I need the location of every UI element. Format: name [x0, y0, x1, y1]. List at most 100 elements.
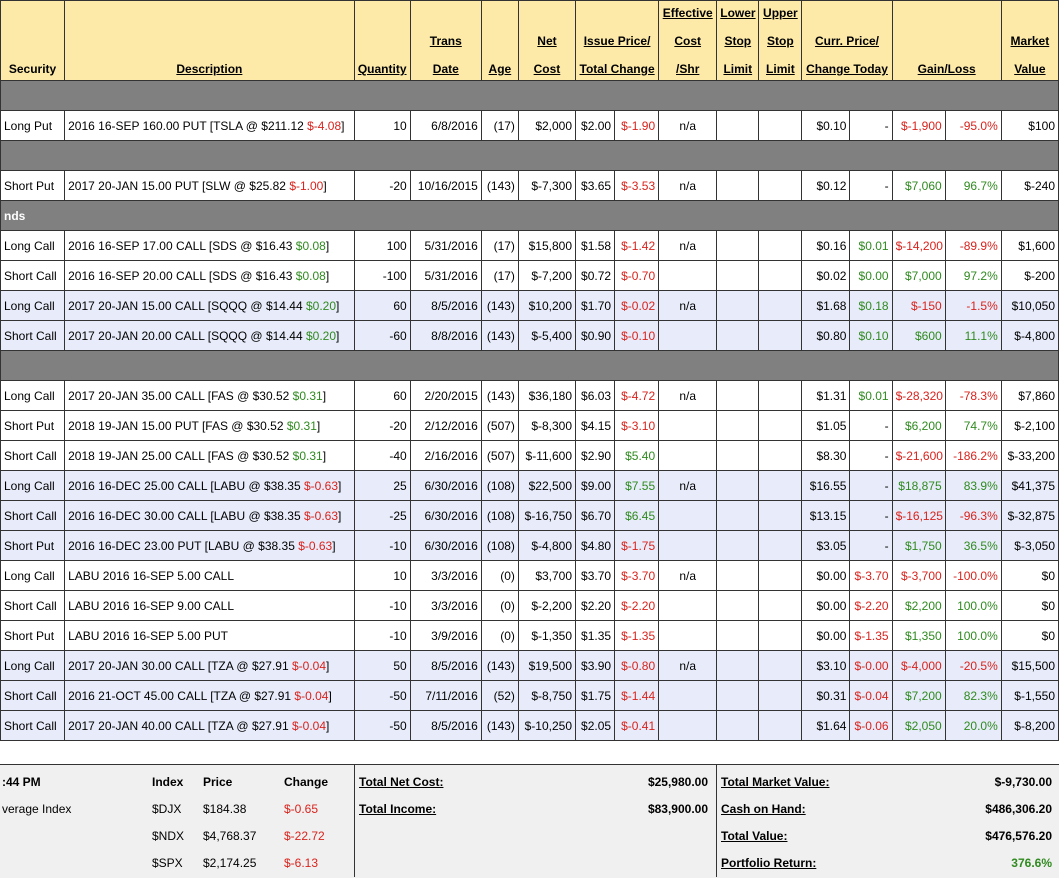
summary-divider	[716, 764, 717, 877]
gain-loss-pct-cell: 20.0%	[944, 710, 1002, 741]
header-curr-price[interactable]: Curr. Price/Change Today	[801, 0, 893, 81]
age-cell: (507)	[480, 410, 519, 441]
index-label: verage Index	[2, 802, 72, 816]
position-row[interactable]: Long Call 2016 16-SEP 17.00 CALL [SDS @ $…	[0, 230, 1060, 261]
total-change-cell: $-0.02	[614, 290, 660, 321]
security-cell: Short Call	[0, 440, 66, 471]
security-cell: Short Call	[0, 500, 66, 531]
lower-stop-cell	[716, 170, 760, 201]
security-cell: Short Put	[0, 620, 66, 651]
header-issue-price[interactable]: Issue Price/Total Change	[575, 0, 660, 81]
description-cell: 2017 20-JAN 35.00 CALL [FAS @ $30.52 $0.…	[64, 380, 355, 411]
quantity-cell: 10	[353, 110, 411, 141]
header-quantity[interactable]: Quantity	[353, 0, 411, 81]
curr-price-cell: $0.80	[801, 320, 851, 351]
net-cost-cell: $-1,350	[517, 620, 577, 651]
position-row[interactable]: Short Put 2016 16-DEC 23.00 PUT [LABU @ $…	[0, 530, 1060, 561]
quantity-cell: -40	[353, 440, 411, 471]
position-row[interactable]: Short Call 2016 21-OCT 45.00 CALL [TZA @ …	[0, 680, 1060, 711]
security-cell: Long Call	[0, 290, 66, 321]
curr-price-cell: $1.64	[801, 710, 851, 741]
index-price: $184.38	[203, 802, 247, 816]
description-close: ]	[322, 448, 327, 463]
net-cost-cell: $10,200	[517, 290, 577, 321]
position-row[interactable]: Short Call 2017 20-JAN 20.00 CALL [SQQQ @…	[0, 320, 1060, 351]
position-row[interactable]: Long Put 2016 16-SEP 160.00 PUT [TSLA @ $…	[0, 110, 1060, 141]
lower-stop-cell	[716, 380, 760, 411]
header-upper-stop[interactable]: Upper Stop Limit	[758, 0, 803, 81]
position-row[interactable]: Short Call 2018 19-JAN 25.00 CALL [FAS @ …	[0, 440, 1060, 471]
gain-loss-pct-cell: 83.9%	[944, 470, 1002, 501]
gain-loss-pct-cell: 97.2%	[944, 260, 1002, 291]
position-row[interactable]: Long Call LABU 2016 16-SEP 5.00 CALL 10 3/3…	[0, 560, 1060, 591]
issue-price-cell: $1.35	[575, 620, 616, 651]
position-row[interactable]: Short Call 2017 20-JAN 40.00 CALL [TZA @ …	[0, 710, 1060, 741]
position-row[interactable]: Short Put LABU 2016 16-SEP 5.00 PUT -10 3/9…	[0, 620, 1060, 651]
gain-loss-pct-cell: 100.0%	[944, 620, 1002, 651]
issue-price-cell: $6.70	[575, 500, 616, 531]
total-change-cell: $-2.20	[614, 590, 660, 621]
header-effective-cost[interactable]: Effective Cost/Shr	[658, 0, 718, 81]
issue-price-cell: $6.03	[575, 380, 616, 411]
description-text: LABU 2016 16-SEP 9.00 CALL	[68, 598, 234, 613]
effective-cost-cell: n/a	[658, 110, 718, 141]
net-cost-cell: $-8,750	[517, 680, 577, 711]
position-row[interactable]: Short Call LABU 2016 16-SEP 9.00 CALL -10 3…	[0, 590, 1060, 621]
age-cell: (143)	[480, 650, 519, 681]
effective-cost-cell	[658, 530, 718, 561]
net-cost-cell: $-11,600	[517, 440, 577, 471]
market-value-cell: $0	[1000, 560, 1060, 591]
summary-divider	[354, 764, 355, 877]
trans-date-cell: 6/30/2016	[409, 500, 482, 531]
total-change-cell: $-1.35	[614, 620, 660, 651]
header-net-cost[interactable]: Net Cost	[517, 0, 577, 81]
curr-price-cell: $1.31	[801, 380, 851, 411]
change-today-cell: $-3.70	[849, 560, 893, 591]
header-lower-stop[interactable]: Lower Stop Limit	[716, 0, 760, 81]
trans-date-cell: 6/30/2016	[409, 530, 482, 561]
position-row[interactable]: Short Call 2016 16-SEP 20.00 CALL [SDS @ …	[0, 260, 1060, 291]
gain-loss-pct-cell: 96.7%	[944, 170, 1002, 201]
gain-loss-pct-cell: -100.0%	[944, 560, 1002, 591]
security-cell: Long Call	[0, 470, 66, 501]
position-row[interactable]: Long Call 2017 20-JAN 30.00 CALL [TZA @ $…	[0, 650, 1060, 681]
effective-cost-cell	[658, 440, 718, 471]
position-row[interactable]: Long Call 2017 20-JAN 15.00 CALL [SQQQ @ …	[0, 290, 1060, 321]
age-cell: (17)	[480, 260, 519, 291]
header-age[interactable]: Age	[480, 0, 519, 81]
quantity-cell: -50	[353, 710, 411, 741]
position-row[interactable]: Short Put 2017 20-JAN 15.00 PUT [SLW @ $2…	[0, 170, 1060, 201]
upper-stop-cell	[758, 440, 803, 471]
header-security: Security	[0, 0, 66, 81]
position-row[interactable]: Long Call 2016 16-DEC 25.00 CALL [LABU @ …	[0, 470, 1060, 501]
change-today-cell: $-1.35	[849, 620, 893, 651]
gain-loss-cell: $-4,000	[891, 650, 946, 681]
header-trans-date[interactable]: Trans Date	[409, 0, 482, 81]
change-today-cell: $0.01	[849, 230, 893, 261]
header-gain-loss[interactable]: Gain/Loss	[891, 0, 1002, 81]
change-today-cell: -	[849, 410, 893, 441]
position-row[interactable]: Short Put 2018 19-JAN 15.00 PUT [FAS @ $3…	[0, 410, 1060, 441]
header-description[interactable]: Description	[64, 0, 355, 81]
description-cell: 2016 21-OCT 45.00 CALL [TZA @ $27.91 $-0…	[64, 680, 355, 711]
issue-price-cell: $9.00	[575, 470, 616, 501]
security-cell: Long Call	[0, 650, 66, 681]
age-cell: (17)	[480, 110, 519, 141]
description-cell: 2017 20-JAN 30.00 CALL [TZA @ $27.91 $-0…	[64, 650, 355, 681]
underlying-change: $-0.04	[294, 688, 329, 703]
header-row: Security Description Quantity Trans Date …	[0, 0, 1060, 81]
lower-stop-cell	[716, 410, 760, 441]
position-row[interactable]: Long Call 2017 20-JAN 35.00 CALL [FAS @ $…	[0, 380, 1060, 411]
header-market-value[interactable]: Market Value	[1000, 0, 1060, 81]
section-row	[0, 350, 1059, 381]
index-change: $-6.13	[284, 856, 319, 870]
security-cell: Long Call	[0, 560, 66, 591]
quantity-cell: -10	[353, 590, 411, 621]
effective-cost-cell	[658, 620, 718, 651]
total-income-label: Total Income:	[359, 802, 437, 816]
net-cost-cell: $3,700	[517, 560, 577, 591]
issue-price-cell: $4.80	[575, 530, 616, 561]
position-row[interactable]: Short Call 2016 16-DEC 30.00 CALL [LABU @…	[0, 500, 1060, 531]
security-cell: Long Put	[0, 110, 66, 141]
trans-date-cell: 7/11/2016	[409, 680, 482, 711]
